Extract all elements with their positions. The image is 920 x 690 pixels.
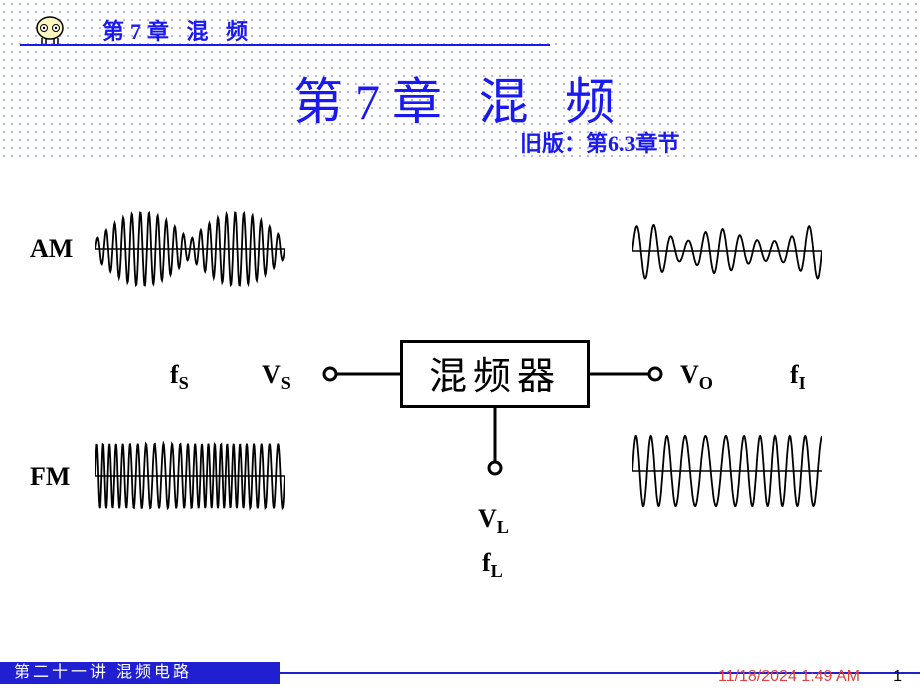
label-vl: VL <box>478 504 509 538</box>
output-am-wave <box>632 216 822 286</box>
mixer-label: 混频器 <box>429 356 561 398</box>
fm-wave <box>95 440 285 512</box>
input-port-left <box>322 366 408 382</box>
lo-port-bottom <box>487 400 503 476</box>
header: 第7章 混 频 <box>10 14 910 42</box>
am-wave <box>95 210 285 288</box>
label-vs: VS <box>262 360 291 394</box>
header-icon <box>30 14 70 53</box>
label-fl: fL <box>482 548 503 582</box>
page-title: 第7章 混 频 <box>0 62 920 134</box>
mixer-box: 混频器 <box>400 340 590 408</box>
output-port-right <box>582 366 663 382</box>
footer-date: 11/18/2024 1:49 AM <box>718 668 860 686</box>
output-fm-wave <box>632 432 822 510</box>
subtitle: 旧版：第6.3章节 <box>520 126 680 158</box>
label-vo: VO <box>680 360 713 394</box>
footer-lecture: 第二十一讲 混频电路 <box>0 662 280 684</box>
footer-page: 1 <box>893 668 902 686</box>
header-underline <box>20 44 550 46</box>
label-am: AM <box>30 234 73 264</box>
mixer-diagram: AM FM fS VS VO fI VL fL 混频器 <box>0 190 920 620</box>
footer: 第二十一讲 混频电路 11/18/2024 1:49 AM 1 <box>0 654 920 690</box>
label-fi: fI <box>790 360 806 394</box>
label-fs: fS <box>170 360 189 394</box>
header-title: 第7章 混 频 <box>102 14 254 46</box>
label-fm: FM <box>30 462 70 492</box>
